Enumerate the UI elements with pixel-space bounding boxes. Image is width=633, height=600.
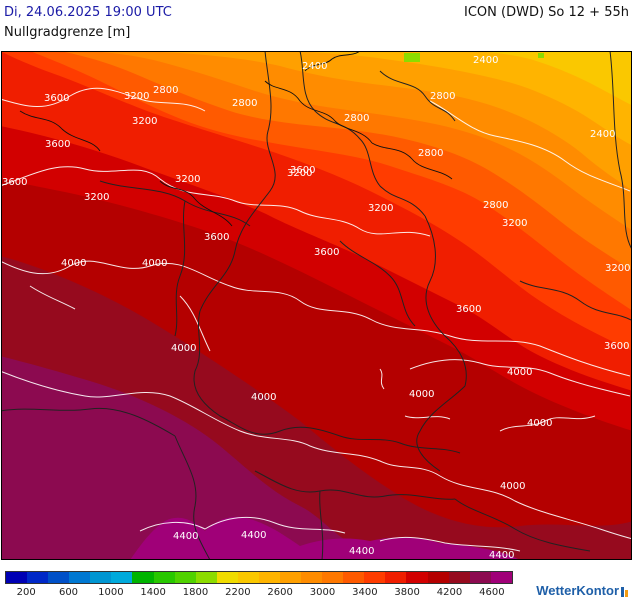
band-2600-2800 (160, 52, 631, 190)
contour-label: 4000 (108, 51, 133, 54)
contour-label: 4000 (142, 258, 167, 269)
legend-swatch (490, 572, 512, 583)
contour-label-layer: 3600 3200 2800 2800 3200 2400 2400 2800 … (2, 51, 630, 560)
contour-label: 3600 (204, 232, 229, 243)
color-legend: 200 600 1000 1400 1800 2200 2600 3000 3400 3800 42… (5, 571, 513, 600)
contour-label: 4000 (507, 367, 532, 378)
contour-label: 3600 (44, 93, 69, 104)
legend-swatch (385, 572, 407, 583)
contour-label: 3200 (175, 174, 200, 185)
contour-lines (2, 87, 631, 552)
legend-swatch (427, 572, 449, 583)
contour-label: 4000 (171, 343, 196, 354)
legend-swatch (237, 572, 259, 583)
legend-swatch (90, 572, 112, 583)
map-datetime: Di, 24.06.2025 19:00 UTC (4, 5, 172, 20)
legend-swatch (174, 572, 196, 583)
legend-tick-label: 600 (58, 587, 79, 598)
contour-label: 3200 (287, 168, 312, 179)
contour-label: 2800 (344, 113, 369, 124)
map-canvas: 3600 3200 2800 2800 3200 2400 2400 2800 … (1, 51, 632, 560)
legend-swatch (195, 572, 217, 583)
contour-label: 4000 (500, 481, 525, 492)
contour-label: 3600 (314, 247, 339, 258)
contour-label: 2400 (590, 129, 615, 140)
legend-tick-label: 3400 (352, 587, 378, 598)
model-run: ICON (DWD) So 12 + 55h (464, 5, 629, 20)
legend-swatch (364, 572, 386, 583)
contour-label: 3200 (502, 218, 527, 229)
legend-tick-label: 2600 (267, 587, 293, 598)
contour-label: 3600 (2, 177, 27, 188)
legend-tick-label: 1000 (98, 587, 124, 598)
parameter-title: Nullgradgrenze [m] (4, 25, 131, 40)
logo-text: WetterKontor (536, 583, 619, 598)
legend-swatch (343, 572, 365, 583)
contour-label: 2800 (418, 148, 443, 159)
contour-label: 3600 (45, 139, 70, 150)
contour-label: 4000 (251, 392, 276, 403)
contour-label: 3200 (124, 91, 149, 102)
legend-swatch (48, 572, 70, 583)
contour-label: 4000 (61, 258, 86, 269)
legend-swatch (153, 572, 175, 583)
contour-label: 2400 (473, 55, 498, 66)
contour-label: 4400 (173, 531, 198, 542)
contour-label: 4000 (527, 418, 552, 429)
contour-label: 3600 (290, 165, 315, 176)
contour-label: 3600 (456, 304, 481, 315)
contour-label: 4400 (349, 546, 374, 557)
contour-label: 4400 (241, 530, 266, 541)
legend-tick-label: 3800 (394, 587, 420, 598)
contour-label: 2800 (232, 98, 257, 109)
band-2200-2400 (485, 52, 631, 105)
legend-tick-label: 1800 (182, 587, 209, 598)
legend-color-bar (5, 571, 513, 584)
contour-label: 3200 (84, 192, 109, 203)
wetterkontor-logo: WetterKontor (536, 583, 629, 598)
legend-tick-label: 3000 (309, 587, 336, 598)
low-freezing-patch (404, 53, 420, 62)
legend-swatch (448, 572, 470, 583)
country-borders (2, 52, 631, 559)
contour-label: 3600 (604, 341, 629, 352)
legend-tick-label: 1400 (140, 587, 166, 598)
contour-label: 4000 (409, 389, 434, 400)
map-frame (1, 51, 632, 560)
legend-swatch (69, 572, 91, 583)
contour-label: 2800 (430, 91, 455, 102)
legend-tick-labels: 200 600 1000 1400 1800 2200 2600 3000 3400 3800 42… (5, 587, 513, 600)
contour-label: 3200 (132, 116, 157, 127)
legend-swatch (322, 572, 344, 583)
legend-swatch (406, 572, 428, 583)
band-2400-2600 (310, 52, 631, 145)
logo-mark-icon (621, 586, 628, 597)
legend-swatch (27, 572, 49, 583)
legend-swatch (111, 572, 133, 583)
contour-label: 4400 (489, 550, 514, 560)
contour-label: 3200 (605, 263, 630, 274)
contour-label: 3200 (368, 203, 393, 214)
legend-swatch (280, 572, 302, 583)
freezing-level-map: 3600 3200 2800 2800 3200 2400 2400 2800 … (0, 51, 633, 560)
legend-swatch (216, 572, 238, 583)
legend-swatch (258, 572, 281, 583)
low-freezing-patch-small (538, 53, 544, 58)
contour-label: 2800 (153, 85, 178, 96)
legend-tick-label: 4200 (436, 587, 463, 598)
legend-swatch (6, 572, 28, 583)
legend-tick-label: 2200 (225, 587, 251, 598)
contour-label: 2800 (483, 200, 508, 211)
legend-tick-label: 200 (16, 587, 36, 598)
coastlines (19, 52, 453, 227)
alpine-patch (130, 516, 518, 559)
legend-tick-label: 4600 (479, 587, 505, 598)
legend-swatch (132, 572, 154, 583)
legend-swatch (301, 572, 323, 583)
contour-label: 2400 (302, 61, 327, 72)
legend-swatch (469, 572, 491, 583)
